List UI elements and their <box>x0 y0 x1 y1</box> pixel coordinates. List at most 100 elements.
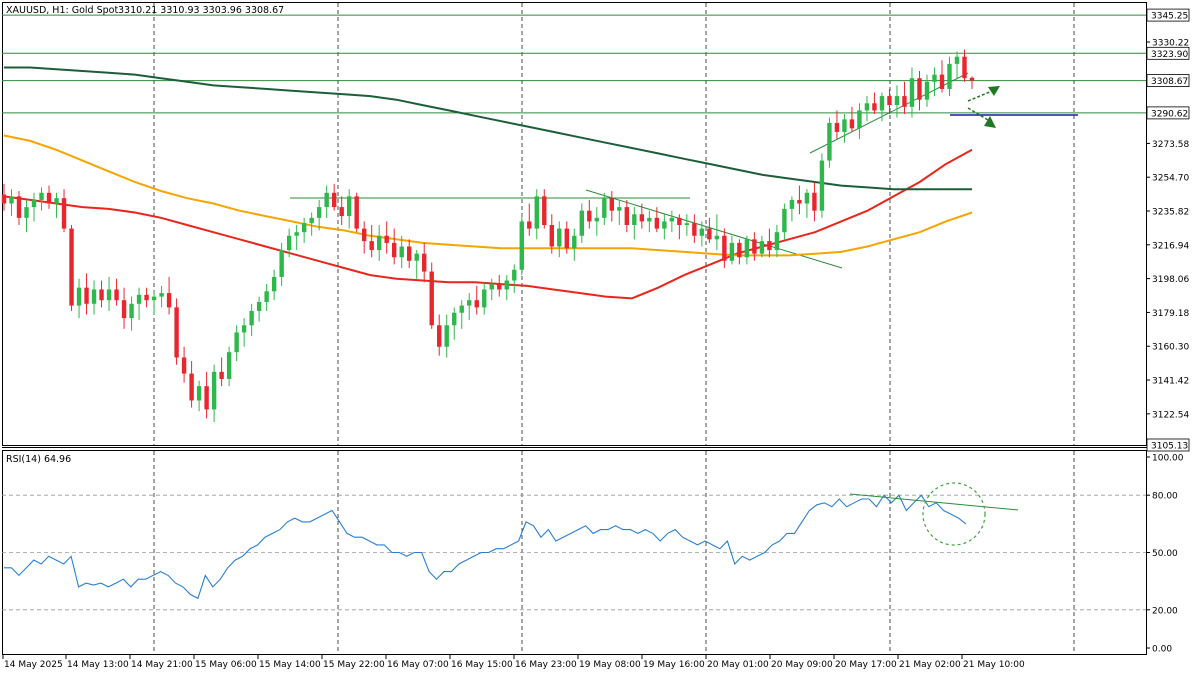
candle-body <box>16 196 22 218</box>
price-tick-label: 3216.94 <box>1152 241 1189 251</box>
projection-arrows <box>967 86 1000 128</box>
time-axis: 14 May 2025 14 May 13:00 14 May 21:00 15 Ma… <box>2 655 1025 670</box>
candle-body <box>166 293 172 308</box>
candle-body <box>497 284 502 290</box>
candle-body <box>414 253 419 261</box>
candle-body <box>669 217 675 222</box>
candle-body <box>827 122 832 161</box>
candle-body <box>452 312 457 326</box>
candle-body <box>894 96 900 106</box>
candle-body <box>69 228 74 306</box>
candle-body <box>136 294 142 304</box>
candle-body <box>331 192 337 208</box>
candle-body <box>909 78 915 107</box>
candle-body <box>339 207 344 217</box>
candle-body <box>204 386 209 410</box>
candle-body <box>46 192 52 204</box>
candle-body <box>264 291 269 302</box>
candle-body <box>316 207 322 218</box>
candle-body <box>782 208 787 233</box>
candle-body <box>932 74 937 82</box>
rsi-tick-label: 80.00 <box>1152 492 1178 502</box>
candle-body <box>1 194 7 204</box>
candle-body <box>647 217 652 222</box>
down-arrow-line <box>967 107 989 121</box>
vertical-grid <box>153 3 1075 654</box>
candle-body <box>857 110 862 129</box>
price-label-box <box>1146 8 1190 22</box>
candle-body <box>602 198 607 218</box>
candle-body <box>834 122 840 132</box>
time-tick-label: 16 May 23:00 <box>515 660 577 670</box>
price-tick-label: 3122.54 <box>1152 410 1189 420</box>
candle-body <box>617 207 622 211</box>
candle-body <box>692 223 697 236</box>
time-tick-label: 21 May 02:00 <box>899 660 961 670</box>
candle-body <box>279 250 284 277</box>
candle-body <box>489 284 494 290</box>
candle-body <box>61 198 67 229</box>
rsi-line <box>4 494 967 600</box>
candle-body <box>504 280 509 290</box>
candle-body <box>849 119 855 129</box>
price-tick-label: 3330.22 <box>1152 38 1189 48</box>
candle-body <box>459 305 464 313</box>
candle-body <box>744 239 750 258</box>
candle-body <box>639 214 645 222</box>
time-tick-label: 14 May 21:00 <box>131 660 193 670</box>
price-label-box <box>1146 438 1190 452</box>
candle-body <box>346 196 352 217</box>
candle-body <box>474 300 479 308</box>
candle-body <box>181 357 187 374</box>
time-tick-label: 19 May 08:00 <box>579 660 641 670</box>
moving-average-line <box>3 148 973 300</box>
rsi-divergence-circle <box>922 482 986 546</box>
candle-body <box>624 207 630 226</box>
ohlc-values: 3310.21 3310.93 3303.96 3308.67 <box>118 5 284 16</box>
candle-body <box>767 241 772 251</box>
candle-body <box>354 196 359 229</box>
candle-body <box>219 371 224 379</box>
moving-averages <box>3 66 973 300</box>
candle-body <box>707 228 712 240</box>
price-axis: 3122.54 3141.42 3160.30 3179.18 3198.06 3216.… <box>1146 38 1189 420</box>
candle-body <box>887 96 892 106</box>
price-tick-label: 3198.06 <box>1152 275 1189 285</box>
down-arrow-head <box>984 116 996 128</box>
candle-body <box>902 96 907 107</box>
candle-body <box>76 287 82 306</box>
candle-body <box>234 332 239 353</box>
time-tick-label: 15 May 22:00 <box>323 660 385 670</box>
time-tick-label: 16 May 07:00 <box>387 660 449 670</box>
candle-body <box>534 196 539 229</box>
moving-average-line <box>4 66 972 191</box>
candle-body <box>654 217 660 229</box>
time-tick-label: 20 May 01:00 <box>707 660 769 670</box>
rsi-line-group <box>4 494 967 600</box>
candle-body <box>954 56 960 64</box>
candle-body <box>376 235 382 251</box>
candle-body <box>842 119 847 132</box>
horizontal-levels <box>2 14 1146 114</box>
rsi-tick-label: 50.00 <box>1152 549 1178 559</box>
candle-body <box>677 217 682 226</box>
candle-body <box>129 303 134 319</box>
up-arrow-line <box>967 90 993 102</box>
candle-body <box>662 221 667 229</box>
candle-body <box>759 241 765 254</box>
price-tick-label: 3254.70 <box>1152 174 1189 184</box>
candle-body <box>812 192 817 211</box>
candle-body <box>737 242 742 258</box>
rsi-panel-frame <box>2 450 1147 655</box>
price-label-text: 3323.90 <box>1151 50 1188 60</box>
candle-body <box>879 96 885 111</box>
time-tick-label: 20 May 09:00 <box>771 660 833 670</box>
time-tick-label: 15 May 06:00 <box>195 660 257 670</box>
candle-body <box>774 232 780 251</box>
candle-body <box>969 77 975 81</box>
candle-body <box>189 373 194 401</box>
candle-body <box>587 210 592 222</box>
symbol-title: XAUUSD, H1: Gold Spot <box>6 5 118 16</box>
candle-body <box>684 223 690 226</box>
